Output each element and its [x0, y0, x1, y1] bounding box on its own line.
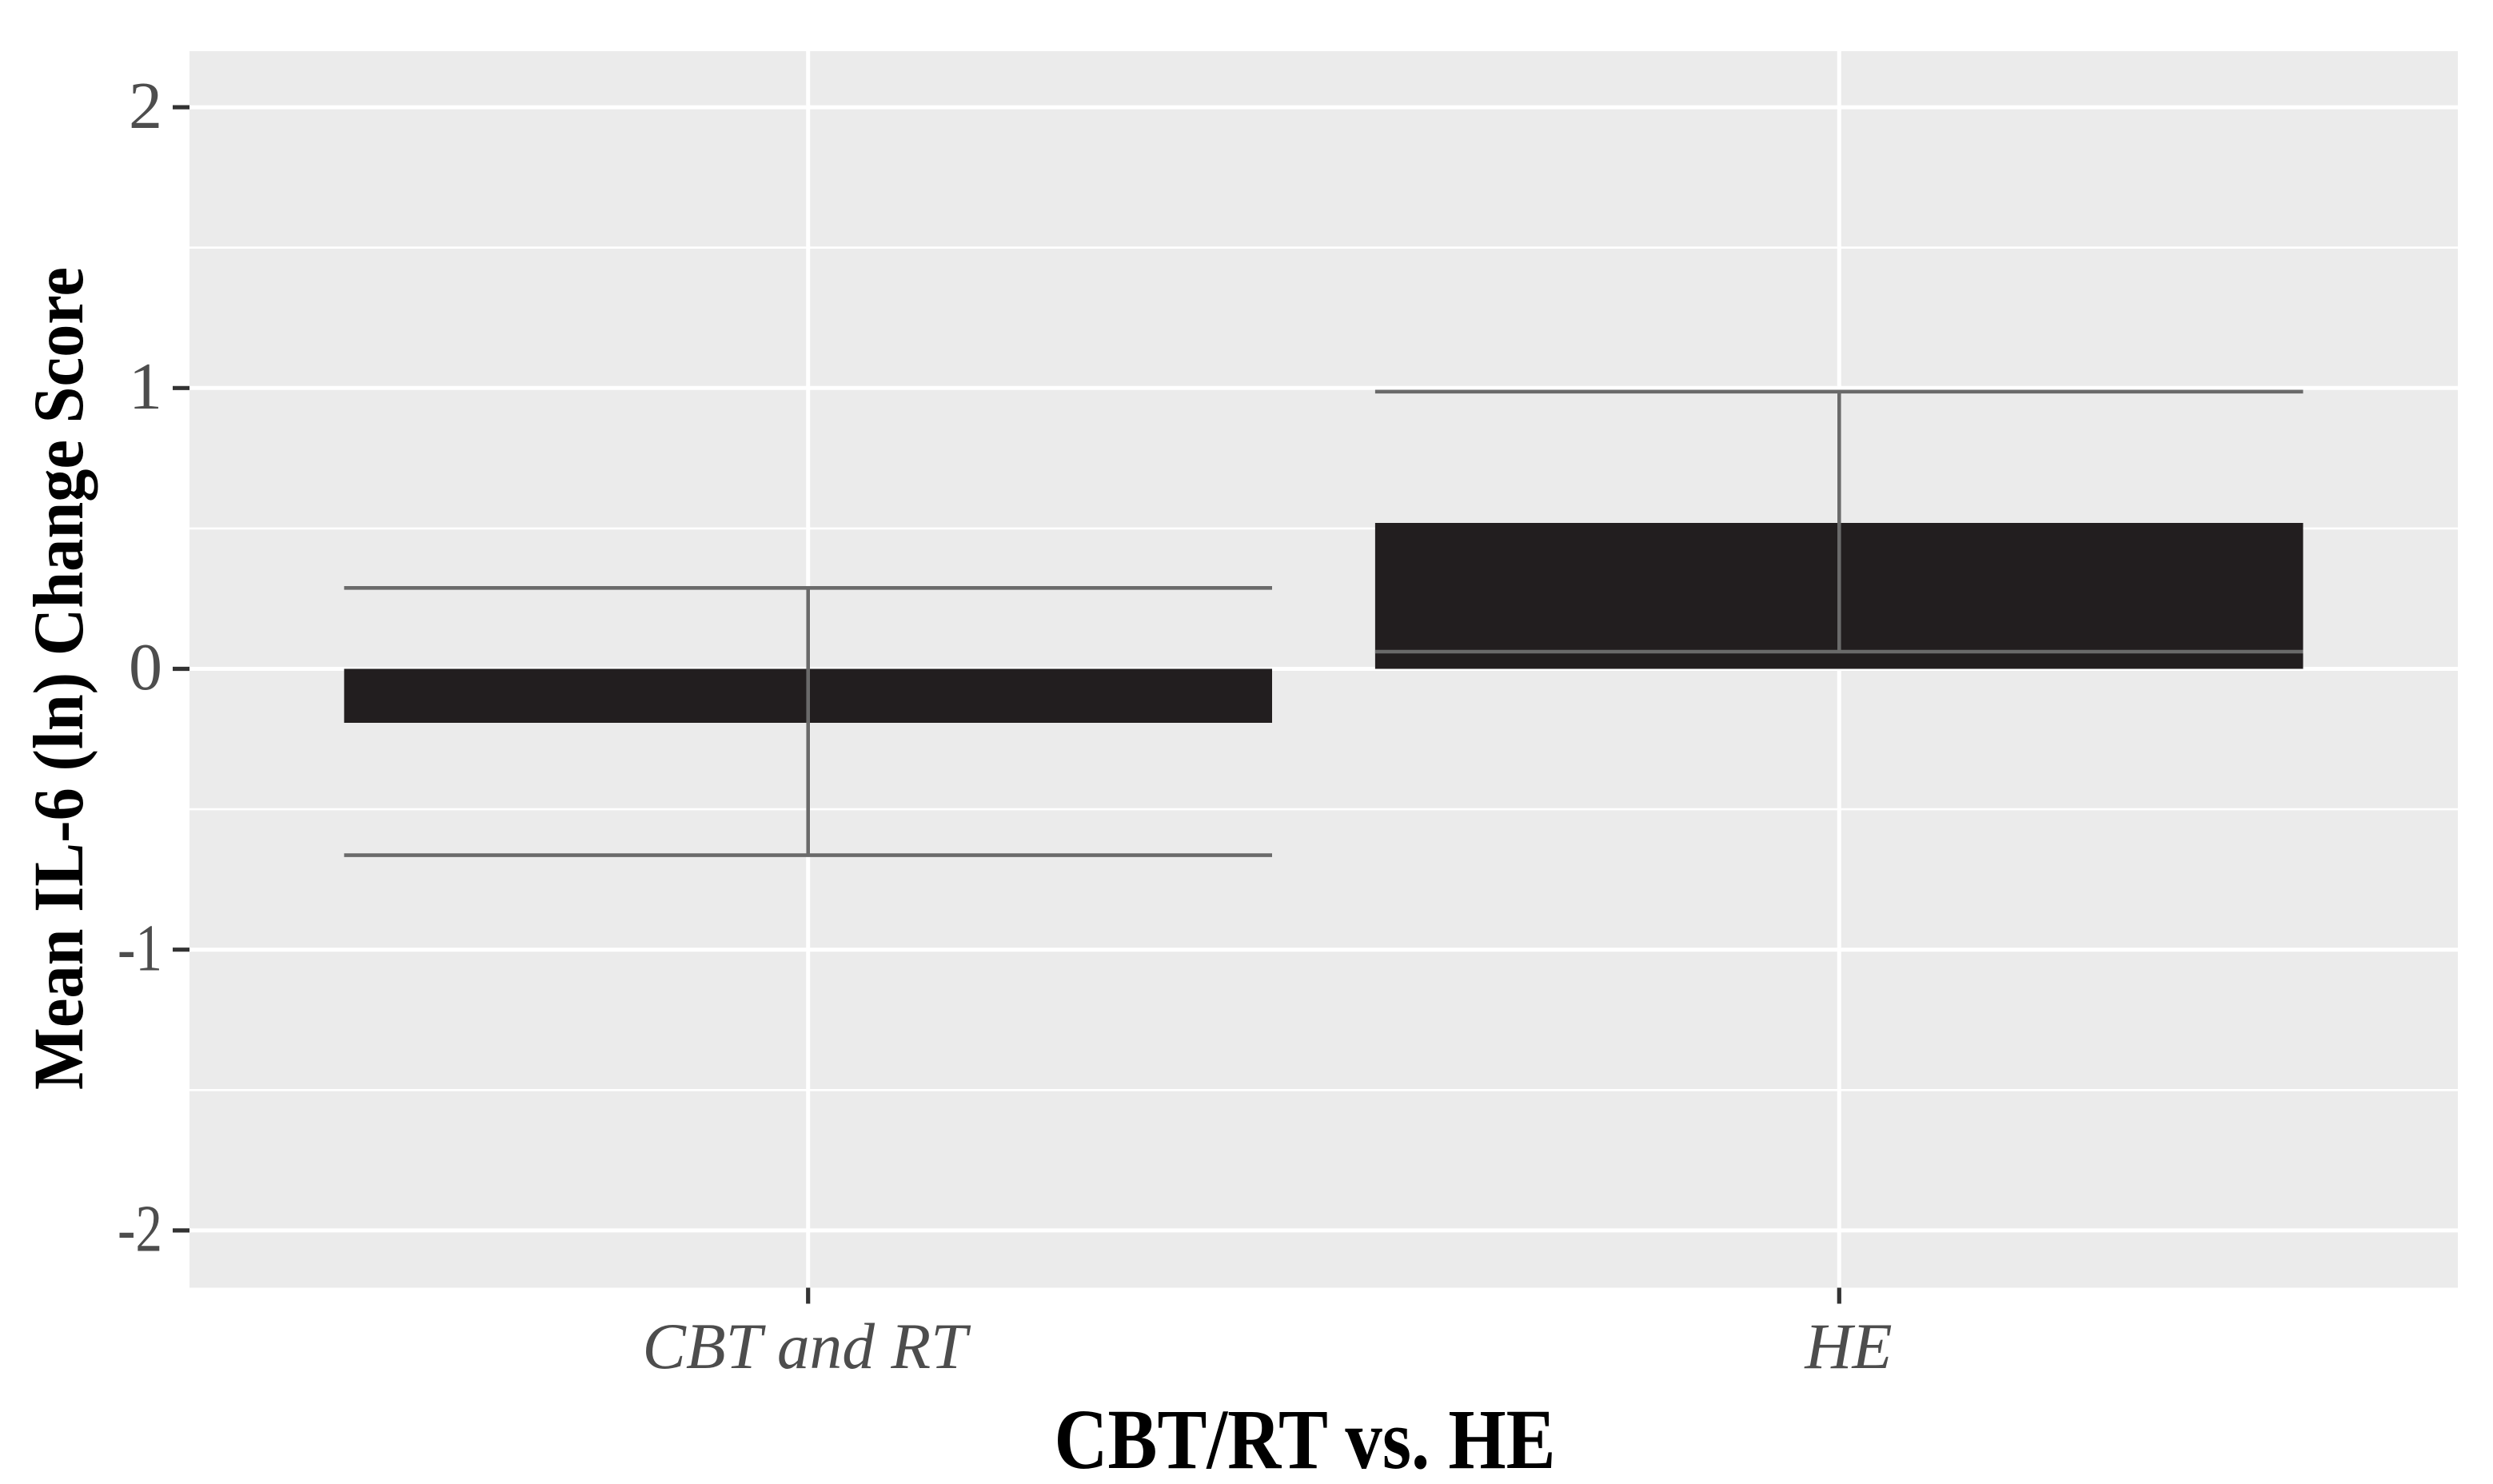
svg-text:CBT and RT: CBT and RT [643, 1310, 971, 1382]
svg-text:2: 2 [129, 69, 162, 143]
svg-text:Mean IL-6 (ln) Change Score: Mean IL-6 (ln) Change Score [20, 267, 98, 1090]
svg-text:CBT/RT vs. HE: CBT/RT vs. HE [1055, 1393, 1556, 1484]
svg-text:0: 0 [129, 630, 162, 704]
svg-text:HE: HE [1804, 1310, 1892, 1382]
svg-text:1: 1 [129, 349, 162, 424]
svg-text:-1: -1 [118, 911, 162, 985]
svg-text:-2: -2 [118, 1192, 162, 1267]
